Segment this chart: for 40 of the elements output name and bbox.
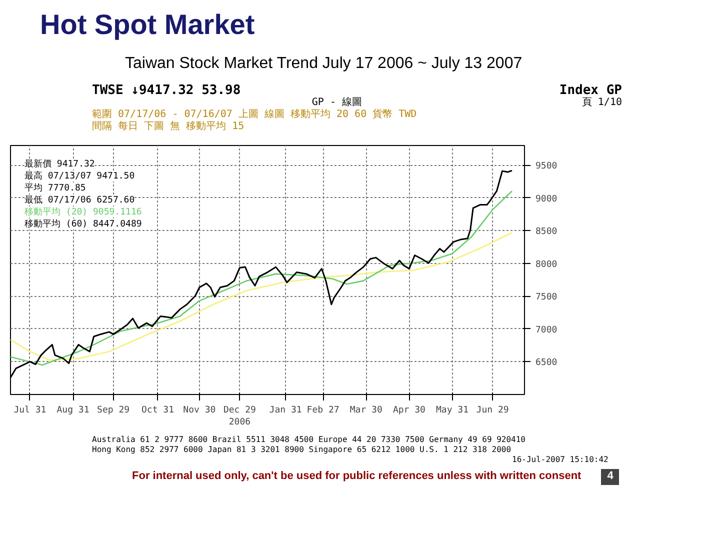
x-tick-label: Jun 29 xyxy=(476,406,509,416)
x-tick-label: Sep 29 xyxy=(97,406,130,416)
annotation: 最高 07/13/07 9471.50 xyxy=(24,170,135,182)
text: 頁 1/10 xyxy=(582,97,622,109)
text: 16-Jul-2007 15:10:42 xyxy=(512,455,608,464)
x-tick-label: Feb 27 xyxy=(306,406,340,416)
chart-title: Hot Spot Market xyxy=(40,8,255,42)
y-tick-label: 9000 xyxy=(536,194,558,204)
y-tick-label: 7000 xyxy=(536,325,558,336)
x-tick-label: Jan 31 xyxy=(269,406,302,416)
annotation: 移動平均 (60) 8447.0489 xyxy=(24,218,142,230)
text: 4 xyxy=(601,469,620,485)
line-series xyxy=(10,190,513,366)
annotation: 最低 07/17/06 6257.60 xyxy=(24,194,135,206)
x-tick-label: Apr 30 xyxy=(392,406,426,416)
chart-subtitle: Taiwan Stock Market Trend July 17 2006 ~ July 13 2007 xyxy=(125,54,522,74)
text: Index GP xyxy=(559,83,622,98)
text: GP - 線圖 xyxy=(312,97,362,109)
x-tick-label: May 31 xyxy=(436,406,469,416)
line-series xyxy=(10,232,513,361)
y-tick-label: 6500 xyxy=(536,358,558,368)
x-tick-label: Jul 31 xyxy=(14,406,46,416)
x-tick-label: Dec 29 2006 xyxy=(223,406,256,428)
y-tick-label: 8500 xyxy=(536,227,558,238)
x-tick-label: Mar 30 xyxy=(350,406,382,416)
annotation: 最新價 9417.32 xyxy=(24,158,95,170)
text: 範圍 07/17/06 - 07/16/07 上圖 線圖 移動平均 20 60 貨幣 TWD xyxy=(92,109,418,121)
y-tick-label: 8000 xyxy=(536,260,558,270)
text: 間隔 每日 下圖 無 移動平均 15 xyxy=(92,121,246,133)
text: For internal used only, can't be used for public references unless with written consent xyxy=(132,469,582,484)
x-tick-label: Oct 31 xyxy=(142,406,174,416)
y-tick-label: 7500 xyxy=(536,292,558,303)
text: Australia 61 2 9777 8600 Brazil 5511 3048 4500 Europe 44 20 7330 7500 Germany 49 69 920410 xyxy=(92,435,526,444)
annotation: 平均 7770.85 xyxy=(24,182,86,194)
text: Hong Kong 852 2977 6000 Japan 81 3 3201 8900 Singapore 65 6212 1000 U.S. 1 212 318 2000 xyxy=(92,445,512,454)
text: TWSE ↓9417.32 53.98 xyxy=(92,83,241,98)
x-tick-label: Nov 30 xyxy=(183,406,216,416)
x-tick-label: Aug 31 xyxy=(56,406,90,416)
y-tick-label: 9500 xyxy=(536,162,558,172)
annotation: 移動平均 (20) 9059.1116 xyxy=(24,206,142,218)
